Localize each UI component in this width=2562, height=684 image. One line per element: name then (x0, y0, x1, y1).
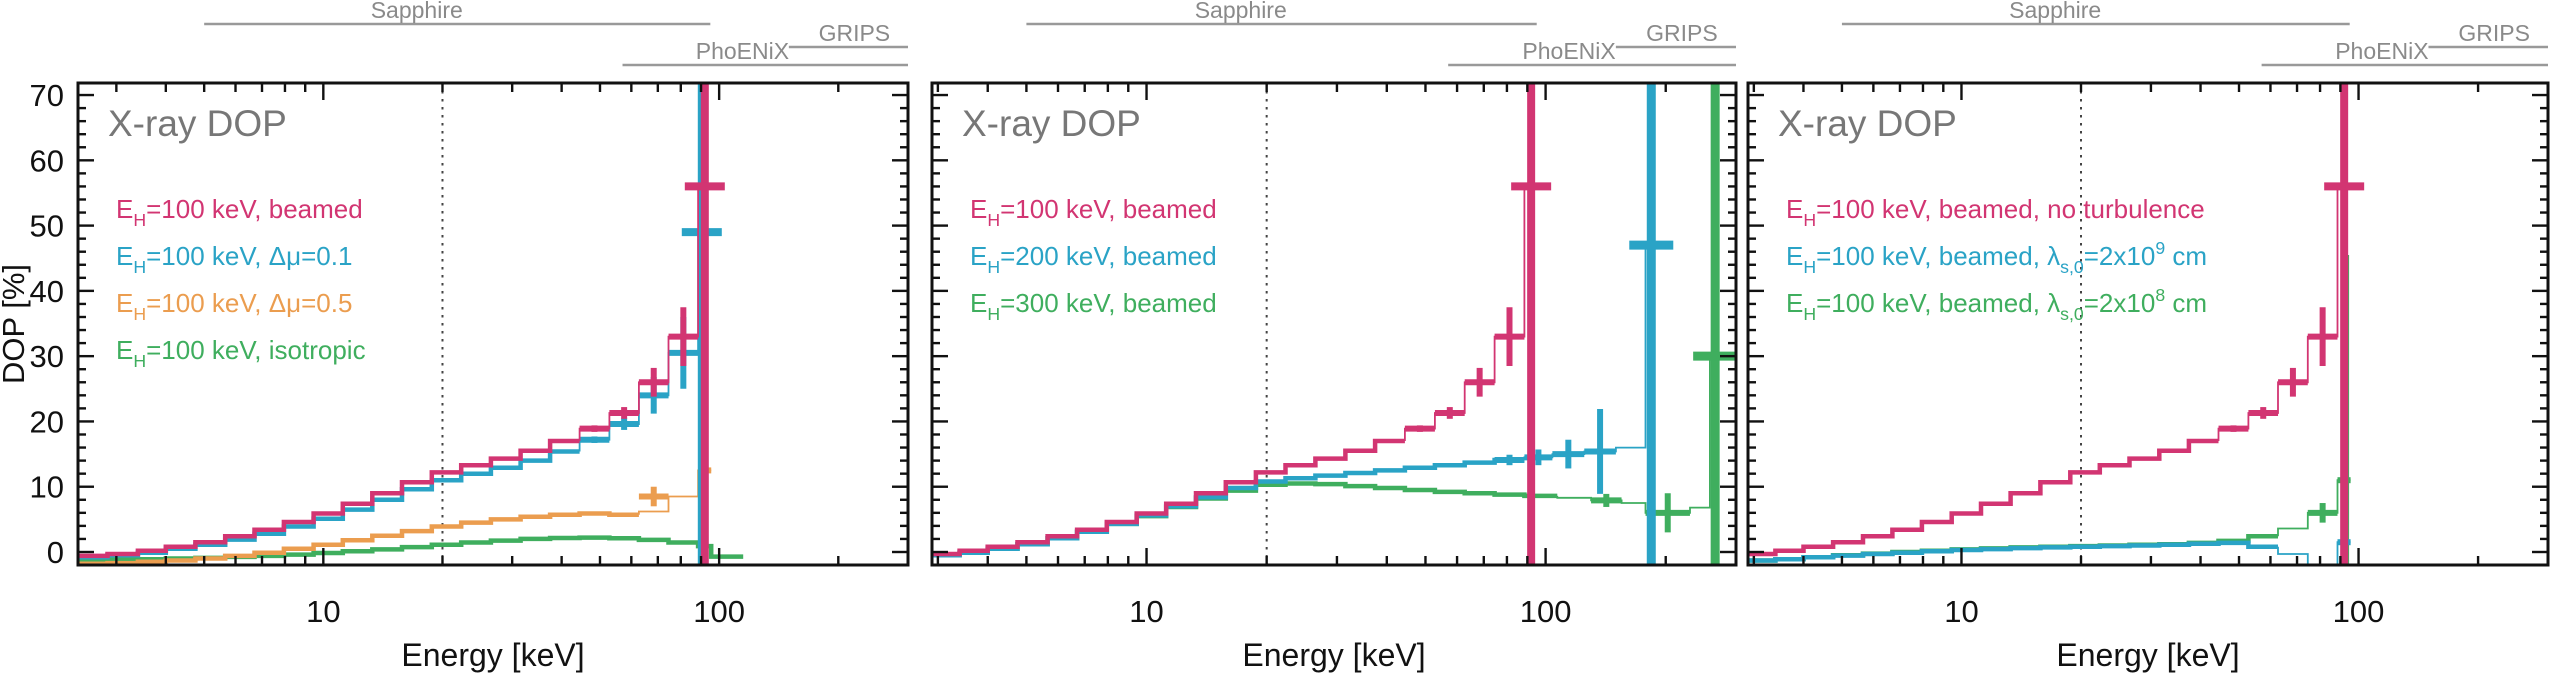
band-label-phoenix: PhoENiX (2335, 38, 2428, 64)
plot-frame (1746, 81, 2550, 567)
legend-entry: EH=100 keV, beamed (970, 194, 1217, 230)
step-curve-thin (578, 231, 712, 452)
step-curve-thin (2217, 185, 2351, 441)
series-EH300-beamed (932, 83, 1736, 565)
x-axis-label: Energy [keV] (401, 637, 584, 673)
x-tick-label: 10 (1944, 594, 1978, 629)
x-tick-label: 100 (1520, 594, 1572, 629)
step-curve-thin (2277, 479, 2351, 537)
y-tick-label: 50 (30, 209, 64, 244)
step-curve-thin (1404, 185, 1538, 441)
legend: EH=100 keV, beamed EH=100 keV, Δμ=0.1 EH=1… (116, 194, 366, 371)
series-group (78, 83, 744, 565)
step-curve-thick (78, 511, 639, 565)
legend-entry: EH=200 keV, beamed (970, 241, 1217, 277)
band-label-grips: GRIPS (2458, 20, 2530, 46)
band-label-grips: GRIPS (819, 20, 891, 46)
x-axis-label: Energy [keV] (1242, 637, 1425, 673)
x-tick-label: 100 (693, 594, 745, 629)
plot-frame (76, 81, 910, 567)
panel-3: Sapphire GRIPS PhoENiX 10 100 Energy [keV] X-r… (1746, 0, 2550, 673)
instrument-bands: Sapphire GRIPS PhoENiX (1841, 0, 2548, 67)
step-curve-thick (1748, 438, 2219, 557)
band-label-grips: GRIPS (1646, 20, 1718, 46)
legend-entry: EH=300 keV, beamed (970, 288, 1217, 324)
y-tick-label: 60 (30, 143, 64, 178)
x-tick-label: 10 (1129, 594, 1163, 629)
legend-entry: EH=100 keV, Δμ=0.5 (116, 288, 352, 324)
step-curve-thin (1523, 244, 1659, 460)
legend: EH=100 keV, beamed EH=200 keV, beamed EH=3… (970, 194, 1217, 324)
y-tick-label: 0 (47, 535, 64, 570)
instrument-bands: Sapphire GRIPS PhoENiX (1026, 0, 1736, 67)
panel-title: X-ray DOP (1778, 103, 1957, 144)
legend-entry: EH=100 keV, Δμ=0.1 (116, 241, 352, 277)
axis-ticks (78, 83, 910, 565)
y-tick-label: 70 (30, 78, 64, 113)
step-curve-thick (78, 438, 580, 559)
legend-entry: EH=100 keV, isotropic (116, 335, 366, 371)
panel-title: X-ray DOP (962, 103, 1141, 144)
band-label-phoenix: PhoENiX (1522, 38, 1615, 64)
band-label-sapphire: Sapphire (371, 0, 463, 23)
step-curve-thick (932, 457, 1525, 558)
y-tick-label: 10 (30, 470, 64, 505)
step-curve-thick (932, 438, 1405, 557)
panel-1: Sapphire GRIPS PhoENiX 10 100 Energy [keV] 0 10… (0, 0, 910, 673)
step-curve-thick (1748, 540, 2278, 563)
axis-ticks (932, 83, 1738, 565)
series-EH100-beamed (932, 83, 1552, 565)
panel-2: Sapphire GRIPS PhoENiX 10 100 Energy [keV] X-r… (930, 0, 1738, 673)
panel-title: X-ray DOP (108, 103, 287, 144)
x-tick-label: 10 (306, 594, 340, 629)
y-tick-label: 30 (30, 339, 64, 374)
series-EH200-beamed (932, 83, 1674, 565)
y-tick-label: 20 (30, 404, 64, 439)
legend-entry: EH=100 keV, beamed, λs,0=2x108 cm (1786, 285, 2207, 324)
step-curve-thin (578, 185, 712, 441)
band-label-sapphire: Sapphire (1195, 0, 1287, 23)
axis-ticks (1748, 83, 2550, 565)
band-label-sapphire: Sapphire (2009, 0, 2101, 23)
series-EH100-beamed (78, 83, 725, 565)
plot-frame (930, 81, 1738, 567)
series-group (932, 83, 1736, 565)
x-axis-label: Energy [keV] (2056, 637, 2239, 673)
legend-entry: EH=100 keV, beamed (116, 194, 363, 230)
x-tick-label: 100 (2333, 594, 2385, 629)
series-EH100-beamed-noturb (1748, 83, 2365, 565)
step-curve-thin (1556, 355, 1719, 514)
series-group (1748, 83, 2365, 565)
band-label-phoenix: PhoENiX (696, 38, 789, 64)
legend: EH=100 keV, beamed, no turbulence EH=100 … (1786, 194, 2207, 324)
legend-entry: EH=100 keV, beamed, λs,0=2x109 cm (1786, 238, 2207, 277)
y-tick-label: 40 (30, 274, 64, 309)
instrument-bands: Sapphire GRIPS PhoENiX (204, 0, 908, 67)
y-axis-label: DOP [%] (0, 264, 31, 384)
legend-entry: EH=100 keV, beamed, no turbulence (1786, 194, 2205, 230)
